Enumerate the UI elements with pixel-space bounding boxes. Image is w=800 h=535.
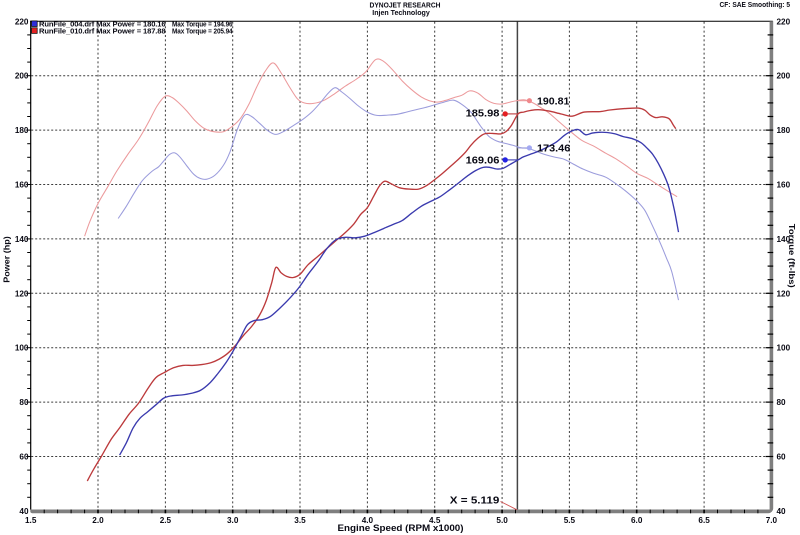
svg-text:3.5: 3.5	[294, 516, 306, 525]
svg-text:Engine Speed (RPM x1000): Engine Speed (RPM x1000)	[338, 523, 464, 533]
svg-text:2.5: 2.5	[160, 516, 172, 525]
svg-text:5.0: 5.0	[496, 516, 508, 525]
svg-text:185.98: 185.98	[466, 108, 500, 120]
svg-text:190.81: 190.81	[537, 95, 570, 107]
svg-text:120: 120	[777, 289, 791, 298]
svg-text:200: 200	[777, 72, 791, 81]
svg-text:220: 220	[777, 17, 791, 26]
svg-text:173.46: 173.46	[537, 143, 570, 155]
svg-text:80: 80	[19, 398, 29, 407]
svg-text:5.5: 5.5	[564, 516, 576, 525]
svg-text:Max Torque = 194.96: Max Torque = 194.96	[172, 19, 233, 28]
svg-text:60: 60	[19, 453, 29, 462]
svg-text:40: 40	[19, 507, 29, 516]
svg-text:60: 60	[777, 453, 787, 462]
svg-text:160: 160	[15, 181, 29, 190]
svg-text:4.5: 4.5	[429, 516, 441, 525]
svg-text:80: 80	[777, 398, 787, 407]
svg-text:220: 220	[15, 17, 29, 26]
svg-text:200: 200	[15, 72, 29, 81]
svg-text:169.06: 169.06	[466, 155, 500, 167]
svg-text:120: 120	[15, 289, 29, 298]
svg-text:Max Torque = 205.94: Max Torque = 205.94	[172, 26, 233, 35]
svg-text:6.5: 6.5	[698, 516, 710, 525]
svg-text:2.0: 2.0	[92, 516, 104, 525]
svg-text:160: 160	[777, 181, 791, 190]
svg-text:6.0: 6.0	[631, 516, 643, 525]
svg-text:X = 5.119: X = 5.119	[450, 495, 500, 507]
svg-text:CF: SAE Smoothing: 5: CF: SAE Smoothing: 5	[720, 2, 791, 9]
svg-text:180: 180	[777, 126, 791, 135]
svg-text:1.5: 1.5	[25, 516, 37, 525]
svg-text:100: 100	[15, 344, 29, 353]
svg-text:40: 40	[777, 507, 787, 516]
svg-text:180: 180	[15, 126, 29, 135]
svg-text:140: 140	[777, 235, 791, 244]
svg-text:Injen Technology: Injen Technology	[372, 8, 430, 17]
svg-text:4.0: 4.0	[362, 516, 374, 525]
svg-text:RunFile_004.drf Max Power = 18: RunFile_004.drf Max Power = 180.16	[39, 19, 166, 28]
svg-text:Power (hp): Power (hp)	[2, 236, 11, 283]
svg-text:3.0: 3.0	[227, 516, 239, 525]
svg-text:DYNOJET RESEARCH: DYNOJET RESEARCH	[370, 0, 441, 9]
svg-text:140: 140	[15, 235, 29, 244]
svg-text:RunFile_010.drf Max Power = 18: RunFile_010.drf Max Power = 187.88	[39, 26, 166, 35]
svg-text:100: 100	[777, 344, 791, 353]
svg-text:Torque (ft-lbs): Torque (ft-lbs)	[787, 224, 797, 288]
svg-text:7.0: 7.0	[766, 516, 778, 525]
